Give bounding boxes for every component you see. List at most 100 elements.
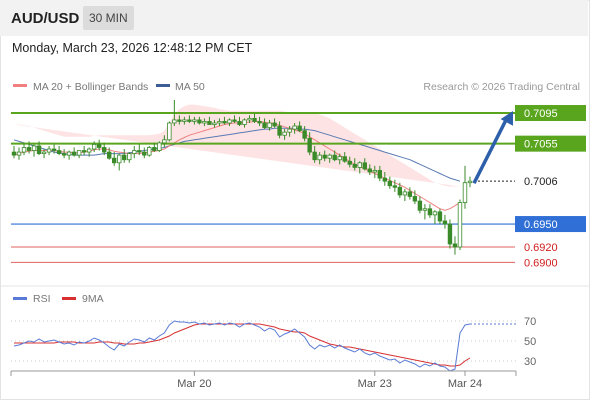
rsi-ma-legend-label: 9MA — [82, 293, 104, 305]
candle — [417, 200, 423, 211]
candle — [81, 150, 87, 153]
projection-arrow-head — [500, 111, 513, 126]
candle — [112, 157, 117, 164]
candle — [232, 119, 237, 122]
candle — [197, 119, 202, 124]
candle — [372, 170, 377, 173]
candle — [36, 145, 42, 155]
ma50-legend-swatch — [156, 84, 170, 87]
candle — [387, 180, 393, 187]
candle — [71, 151, 77, 156]
candle — [132, 150, 137, 155]
candle — [302, 130, 307, 139]
candle — [357, 162, 362, 168]
candle — [322, 154, 327, 159]
candle — [342, 156, 347, 162]
candle — [452, 243, 458, 248]
candle — [347, 160, 352, 165]
bollinger-band — [14, 104, 460, 187]
rsi-pane: 70 50 30 — [11, 316, 536, 372]
candle — [222, 121, 227, 124]
candle — [242, 119, 247, 125]
x-tick-label: Mar 20 — [177, 378, 211, 390]
rsi-ma-line — [14, 323, 471, 367]
candle — [427, 208, 433, 216]
x-tick-label: Mar 24 — [448, 378, 482, 390]
candle — [107, 151, 112, 159]
support-label: 0.6900 — [524, 257, 558, 269]
candle — [51, 148, 57, 151]
candle — [447, 223, 453, 245]
candle — [16, 151, 22, 156]
candle — [207, 121, 212, 125]
x-tick-label: Mar 23 — [358, 378, 392, 390]
x-axis: Mar 20 Mar 23 Mar 24 — [10, 370, 517, 390]
candles — [11, 100, 473, 255]
resistance-label-bg — [515, 105, 586, 122]
candle — [217, 121, 222, 124]
candle — [237, 121, 242, 125]
candle — [76, 150, 82, 156]
candle — [202, 121, 207, 124]
projection-arrow — [472, 117, 509, 184]
candle — [137, 150, 142, 153]
candle — [267, 122, 272, 128]
candle — [437, 211, 443, 222]
symbol-title: AUD/USD — [11, 10, 80, 27]
candle — [122, 154, 127, 161]
bollinger-legend-label: MA 20 + Bollinger Bands — [33, 81, 148, 93]
candle — [287, 128, 292, 133]
candle — [66, 151, 72, 156]
rsi-legend-label: RSI — [33, 293, 51, 305]
candle — [11, 151, 17, 156]
candle — [327, 154, 332, 159]
rsi-ma-legend-swatch — [62, 297, 76, 300]
candle — [367, 168, 372, 173]
candle — [26, 147, 32, 151]
resistance-label: 0.7055 — [524, 139, 558, 151]
candle — [442, 220, 448, 225]
interval-badge[interactable]: 30 MIN — [83, 6, 134, 30]
rsi-legend-swatch — [13, 297, 27, 300]
resistance-label: 0.7095 — [524, 108, 558, 120]
candle — [192, 119, 197, 122]
pivot-label-bg — [515, 216, 586, 233]
price-levels — [11, 112, 515, 263]
candle — [407, 191, 413, 197]
ma50-legend-label: MA 50 — [175, 81, 205, 93]
pivot-label: 0.6950 — [524, 219, 558, 231]
bollinger-band-area — [14, 104, 460, 187]
ma50-line — [13, 127, 461, 182]
ma20-legend-swatch — [13, 84, 27, 87]
rsi-line — [13, 320, 471, 372]
credit-text: Research © 2026 Trading Central — [423, 81, 580, 93]
candle — [362, 162, 367, 170]
candle — [172, 119, 177, 124]
candle — [21, 147, 27, 153]
candle — [61, 153, 67, 156]
rsi-legend: RSI 9MA — [13, 293, 104, 305]
candle — [337, 156, 342, 161]
candle — [352, 163, 357, 168]
candle — [41, 151, 47, 155]
candle — [152, 147, 157, 151]
level-labels: 0.7095 0.7055 0.7006 0.6950 0.6920 0.6900 — [472, 105, 586, 269]
candle — [187, 119, 192, 122]
header-bar: AUD/USD 30 MIN — [0, 0, 588, 36]
candle — [127, 153, 132, 161]
main-legend: MA 20 + Bollinger Bands MA 50 Research ©… — [13, 81, 580, 93]
candle — [462, 182, 468, 204]
candle — [297, 125, 302, 132]
candle — [227, 119, 232, 124]
candle — [177, 119, 182, 122]
candle — [101, 147, 107, 153]
candle — [147, 147, 152, 156]
candle — [46, 148, 52, 153]
candle — [292, 125, 297, 130]
support-label: 0.6920 — [524, 242, 558, 254]
rsi-tick-label: 30 — [524, 356, 536, 368]
rsi-tick-label: 70 — [524, 316, 536, 328]
resistance-label-bg — [515, 135, 586, 152]
